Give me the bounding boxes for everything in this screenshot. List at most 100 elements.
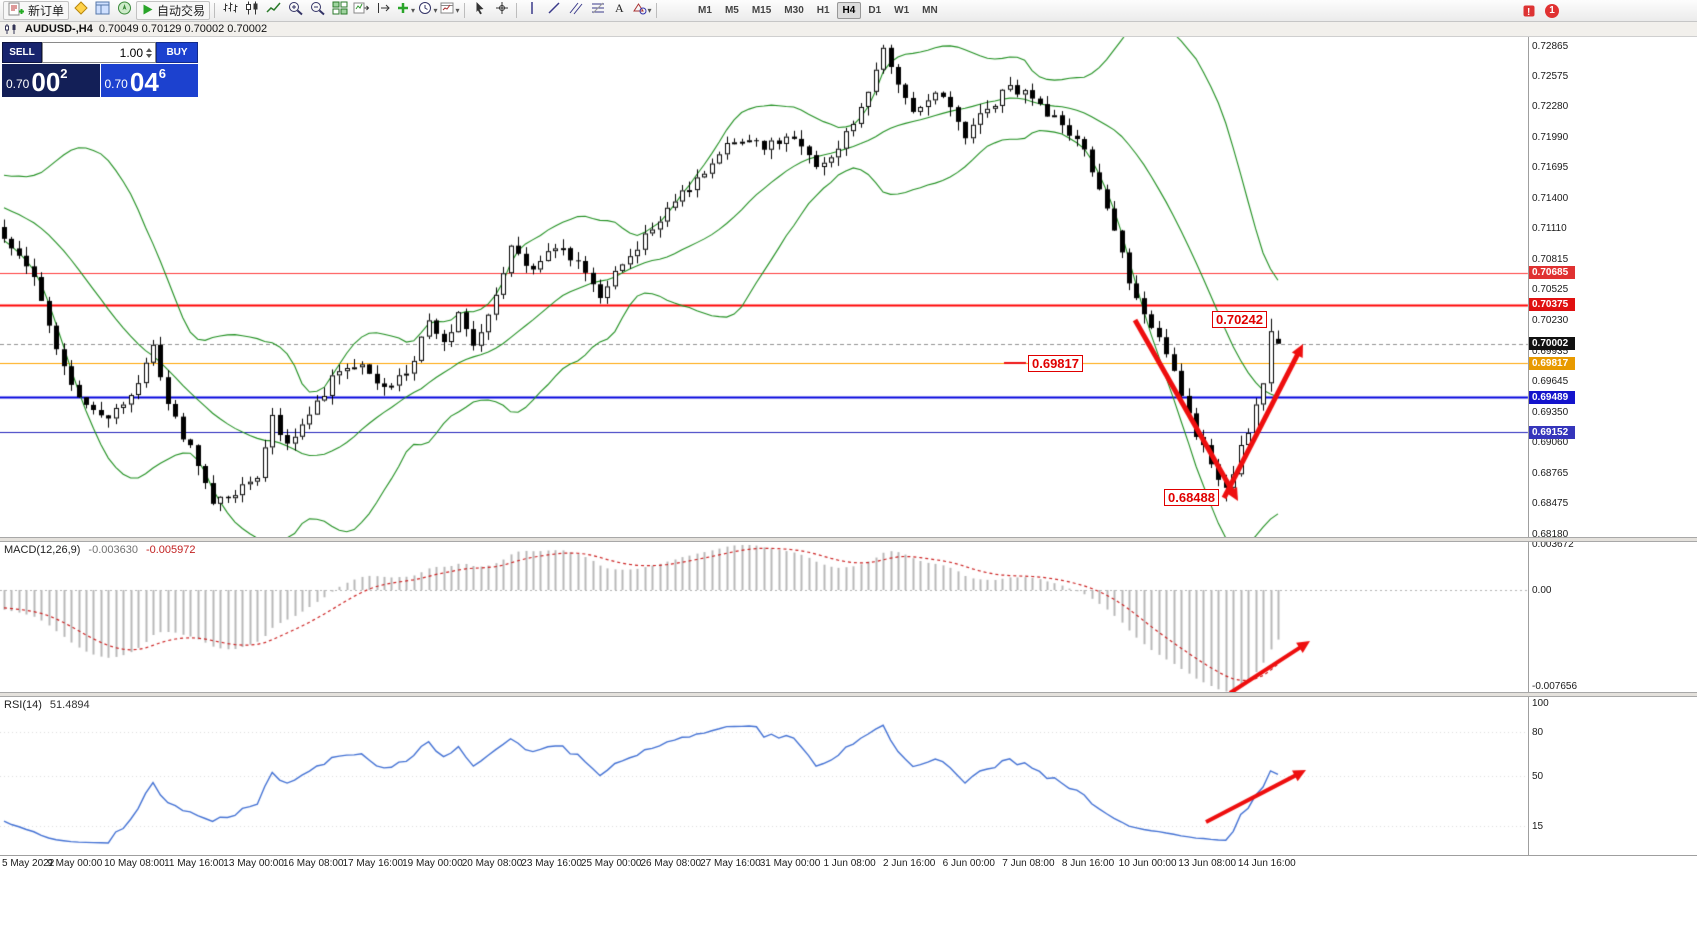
annotation-swing-low[interactable]: 0.68488	[1164, 489, 1219, 506]
time-axis-label: 17 May 16:00	[342, 858, 404, 869]
price-axis-label: 0.69935	[1532, 345, 1569, 357]
time-axis-label: 25 May 00:00	[580, 858, 642, 869]
bar-chart-icon[interactable]	[219, 1, 240, 20]
chart-ohlc-values: 0.70049 0.70129 0.70002 0.70002	[98, 23, 268, 35]
fibonacci-icon[interactable]	[587, 1, 608, 20]
equidistant-channel-icon[interactable]	[565, 1, 586, 20]
text-icon[interactable]: A	[609, 1, 630, 20]
alert-icon[interactable]: !	[1518, 1, 1539, 20]
price-axis-label: 0.70230	[1532, 314, 1569, 326]
price-axis-label: 0.72575	[1532, 70, 1569, 82]
time-axis-label: 20 May 08:00	[461, 858, 523, 869]
crosshair-icon[interactable]	[491, 1, 512, 20]
crosshair-icon-icon	[495, 1, 509, 20]
new-order-button[interactable]: 新订单	[3, 1, 70, 20]
buy-price[interactable]: 0.70 04 6	[100, 64, 198, 97]
chevron-down-icon: ▾	[411, 6, 416, 15]
time-axis-label: 23 May 16:00	[521, 858, 582, 869]
time-axis-label: 27 May 16:00	[700, 858, 761, 869]
auto-trading-button-label: 自动交易	[157, 4, 206, 18]
fibonacci-icon-icon	[591, 1, 605, 20]
new-order-icon	[8, 2, 25, 20]
timeframe-button-m5[interactable]: M5	[724, 5, 739, 16]
favorites-icon[interactable]	[70, 1, 91, 20]
price-axis-label: 0.72865	[1532, 40, 1569, 52]
navigator-icon[interactable]	[114, 1, 135, 20]
timeframe-button-m15[interactable]: M15	[751, 5, 772, 16]
macd-axis-label: 0.003672	[1532, 539, 1574, 551]
candlestick-chart-icon[interactable]	[241, 1, 262, 20]
periods-button[interactable]: ▾	[417, 1, 438, 20]
tile-windows-icon[interactable]	[329, 1, 350, 20]
arrows-list-icon[interactable]: ▾	[631, 1, 652, 20]
sell-button[interactable]: SELL	[2, 42, 42, 63]
line-chart-icon-icon	[266, 1, 282, 20]
spinner-down-icon[interactable]	[146, 53, 152, 58]
price-axis-label: 0.69350	[1532, 406, 1569, 418]
zoom-out-icon[interactable]	[307, 1, 328, 20]
market-watch-icon-icon	[95, 1, 111, 20]
rsi-panel-separator[interactable]	[0, 692, 1697, 697]
time-axis[interactable]	[0, 855, 1697, 876]
price-axis-border	[1528, 37, 1529, 855]
time-axis-label: 19 May 00:00	[402, 858, 463, 869]
templates-button[interactable]: ▾	[439, 1, 460, 20]
rsi-axis-label: 100	[1532, 698, 1549, 709]
time-axis-label: 6 Jun 00:00	[942, 858, 995, 869]
timeframe-button-mn[interactable]: MN	[922, 5, 938, 16]
chevron-down-icon: ▾	[647, 6, 652, 15]
auto-trading-button[interactable]: 自动交易	[136, 1, 211, 20]
volume-field[interactable]: 1.00	[42, 42, 156, 63]
time-axis-label: 14 Jun 16:00	[1237, 858, 1296, 869]
price-tag: 0.70002	[1529, 337, 1575, 351]
time-axis-label: 13 May 00:00	[223, 858, 284, 869]
spinner-up-icon[interactable]	[146, 47, 152, 52]
bar-chart-icon-icon	[222, 1, 238, 20]
line-chart-icon[interactable]	[263, 1, 284, 20]
trendline-icon[interactable]	[543, 1, 564, 20]
chart-shift-icon[interactable]	[373, 1, 394, 20]
volume-value: 1.00	[119, 45, 143, 60]
time-axis-label: 9 May 00:00	[47, 858, 103, 869]
notification-badge[interactable]: 1	[1545, 3, 1559, 18]
zoom-in-icon[interactable]	[285, 1, 306, 20]
timeframe-button-m1[interactable]: M1	[698, 5, 712, 16]
zoom-in-icon-icon	[288, 1, 304, 21]
timeframe-button-w1[interactable]: W1	[894, 5, 910, 16]
price-axis-label: 0.68180	[1532, 528, 1569, 540]
indicators-button[interactable]: ▾	[395, 1, 416, 20]
sell-price[interactable]: 0.70 00 2	[2, 64, 100, 97]
text-icon-icon: A	[613, 1, 626, 20]
price-axis-label: 0.70525	[1532, 284, 1569, 296]
annotation-swing-high[interactable]: 0.70242	[1212, 311, 1267, 328]
timeframe-button-d1[interactable]: D1	[868, 5, 882, 16]
chart-titlebar: AUDUSD-,H4 0.70049 0.70129 0.70002 0.700…	[0, 22, 1697, 37]
macd-axis-label: 0.00	[1532, 585, 1552, 596]
price-axis-label: 0.71695	[1532, 162, 1569, 174]
timeframe-button-h4[interactable]: H4	[836, 2, 862, 19]
macd-axis-label: -0.007656	[1532, 680, 1578, 692]
price-axis-label: 0.68765	[1532, 467, 1569, 479]
tile-windows-icon-icon	[332, 1, 348, 20]
price-axis-label: 0.71990	[1532, 131, 1569, 143]
timeframe-button-h1[interactable]: H1	[816, 5, 830, 16]
time-axis-label: 10 May 08:00	[104, 858, 165, 869]
sell-price-pip: 2	[60, 66, 68, 81]
market-watch-icon[interactable]	[92, 1, 113, 20]
vertical-line-icon[interactable]	[521, 1, 542, 20]
new-order-button-label: 新订单	[28, 4, 65, 18]
macd-panel-separator[interactable]	[0, 537, 1697, 542]
toolbar-separator	[464, 3, 466, 18]
buy-button[interactable]: BUY	[156, 42, 198, 63]
cursor-icon[interactable]	[469, 1, 490, 20]
timeframe-button-m30[interactable]: M30	[784, 5, 804, 16]
chevron-down-icon: ▾	[455, 6, 460, 15]
auto-scroll-icon[interactable]	[351, 1, 372, 20]
annotation-level[interactable]: 0.69817	[1028, 355, 1083, 372]
volume-spinner[interactable]	[146, 47, 152, 58]
auto-scroll-icon-icon	[353, 1, 370, 20]
buy-price-big: 04	[129, 67, 159, 97]
auto-trading-icon	[141, 3, 154, 19]
toolbar-separator	[214, 3, 216, 18]
